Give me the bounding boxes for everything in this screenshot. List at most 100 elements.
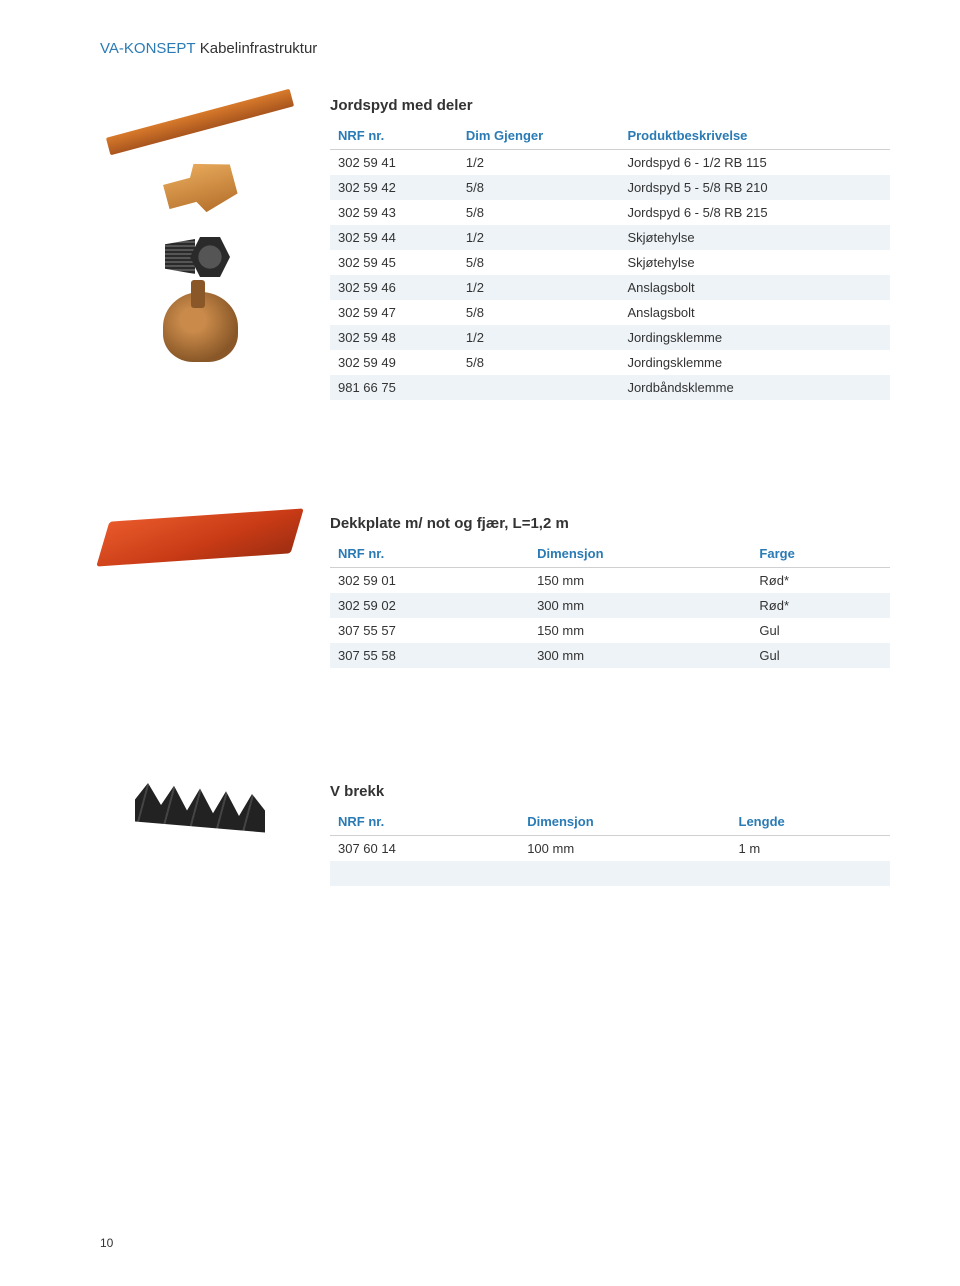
table-cell: Rød* [751, 593, 890, 618]
table-cell: Anslagsbolt [619, 300, 890, 325]
table-cell: 302 59 02 [330, 593, 529, 618]
table-cell [330, 668, 529, 693]
product-images [100, 515, 300, 560]
table-cell: 1/2 [458, 325, 620, 350]
table-cell: Skjøtehylse [619, 250, 890, 275]
table-cell: 307 55 58 [330, 643, 529, 668]
table-cell [519, 861, 730, 886]
table-cell: Skjøtehylse [619, 225, 890, 250]
breadcrumb-rest: Kabelinfrastruktur [196, 40, 318, 57]
table-cell: Jordingsklemme [619, 325, 890, 350]
plate-icon [96, 508, 304, 566]
section-jordspyd: Jordspyd med deler NRF nr. Dim Gjenger P… [100, 97, 890, 425]
table-row: 302 59 441/2Skjøtehylse [330, 225, 890, 250]
table-cell: 302 59 45 [330, 250, 458, 275]
table-row: 302 59 461/2Anslagsbolt [330, 275, 890, 300]
table-row: 302 59 02300 mmRød* [330, 593, 890, 618]
table-row: 302 59 455/8Skjøtehylse [330, 250, 890, 275]
table-cell: 302 59 48 [330, 325, 458, 350]
product-images [100, 783, 300, 838]
bolt-icon [165, 229, 235, 284]
section-content: Dekkplate m/ not og fjær, L=1,2 m NRF nr… [330, 515, 890, 693]
coupler-icon [160, 155, 241, 221]
section-vbrekk: V brekk NRF nr. Dimensjon Lengde 307 60 … [100, 783, 890, 886]
table-cell: 5/8 [458, 200, 620, 225]
table-cell: 300 mm [529, 593, 751, 618]
table-cell: 302 59 47 [330, 300, 458, 325]
table-cell: 5/8 [458, 300, 620, 325]
table-body: 302 59 01150 mmRød*302 59 02300 mmRød*30… [330, 568, 890, 694]
product-table: NRF nr. Dimensjon Lengde 307 60 14100 mm… [330, 808, 890, 886]
table-cell: 302 59 46 [330, 275, 458, 300]
table-cell: Gul [751, 643, 890, 668]
table-row: 302 59 475/8Anslagsbolt [330, 300, 890, 325]
table-cell: 100 mm [519, 836, 730, 862]
table-cell: 1/2 [458, 225, 620, 250]
page: VA-KONSEPT Kabelinfrastruktur Jordspyd m… [0, 0, 960, 1280]
table-cell [330, 400, 458, 425]
table-cell: Jordspyd 6 - 5/8 RB 215 [619, 200, 890, 225]
table-cell: 302 59 41 [330, 150, 458, 176]
col-header: Produktbeskrivelse [619, 122, 890, 150]
table-cell: Jordingsklemme [619, 350, 890, 375]
table-cell: Jordbåndsklemme [619, 375, 890, 400]
table-cell: 1 m [731, 836, 890, 862]
vbrekk-icon [135, 783, 265, 838]
table-row [330, 400, 890, 425]
col-header: Lengde [731, 808, 890, 836]
table-cell [458, 375, 620, 400]
table-cell: 302 59 43 [330, 200, 458, 225]
product-table: NRF nr. Dim Gjenger Produktbeskrivelse 3… [330, 122, 890, 425]
table-cell: 981 66 75 [330, 375, 458, 400]
table-cell: 302 59 49 [330, 350, 458, 375]
table-cell: Jordspyd 5 - 5/8 RB 210 [619, 175, 890, 200]
clamp-icon [163, 292, 238, 362]
table-cell: 302 59 42 [330, 175, 458, 200]
breadcrumb-prefix: VA-KONSEPT [100, 40, 196, 57]
col-header: NRF nr. [330, 122, 458, 150]
table-body: 302 59 411/2Jordspyd 6 - 1/2 RB 115302 5… [330, 150, 890, 426]
table-cell: 5/8 [458, 350, 620, 375]
table-cell: Anslagsbolt [619, 275, 890, 300]
section-title: Jordspyd med deler [330, 97, 890, 114]
col-header: Farge [751, 540, 890, 568]
table-cell: 1/2 [458, 150, 620, 176]
table-cell: 150 mm [529, 618, 751, 643]
table-cell: 300 mm [529, 643, 751, 668]
table-cell: 5/8 [458, 250, 620, 275]
table-cell: Gul [751, 618, 890, 643]
table-cell: 302 59 01 [330, 568, 529, 594]
table-cell: Rød* [751, 568, 890, 594]
table-row: 302 59 435/8Jordspyd 6 - 5/8 RB 215 [330, 200, 890, 225]
table-row: 302 59 01150 mmRød* [330, 568, 890, 594]
product-images [100, 97, 300, 362]
table-row: 302 59 481/2Jordingsklemme [330, 325, 890, 350]
table-cell: 307 60 14 [330, 836, 519, 862]
section-title: Dekkplate m/ not og fjær, L=1,2 m [330, 515, 890, 532]
table-cell: 5/8 [458, 175, 620, 200]
col-header: Dimensjon [519, 808, 730, 836]
col-header: NRF nr. [330, 540, 529, 568]
table-cell: 1/2 [458, 275, 620, 300]
table-cell [529, 668, 751, 693]
table-row: 307 55 58300 mmGul [330, 643, 890, 668]
table-cell [751, 668, 890, 693]
table-row: 302 59 425/8Jordspyd 5 - 5/8 RB 210 [330, 175, 890, 200]
table-row [330, 861, 890, 886]
table-row: 307 55 57150 mmGul [330, 618, 890, 643]
table-cell: 150 mm [529, 568, 751, 594]
section-dekkplate: Dekkplate m/ not og fjær, L=1,2 m NRF nr… [100, 515, 890, 693]
rod-icon [106, 89, 294, 156]
table-cell [458, 400, 620, 425]
table-row: 302 59 495/8Jordingsklemme [330, 350, 890, 375]
table-cell [330, 861, 519, 886]
table-row: 981 66 75 Jordbåndsklemme [330, 375, 890, 400]
table-cell [731, 861, 890, 886]
table-row: 302 59 411/2Jordspyd 6 - 1/2 RB 115 [330, 150, 890, 176]
table-cell [619, 400, 890, 425]
col-header: Dim Gjenger [458, 122, 620, 150]
section-title: V brekk [330, 783, 890, 800]
table-row [330, 668, 890, 693]
product-table: NRF nr. Dimensjon Farge 302 59 01150 mmR… [330, 540, 890, 693]
page-number: 10 [100, 1236, 113, 1250]
